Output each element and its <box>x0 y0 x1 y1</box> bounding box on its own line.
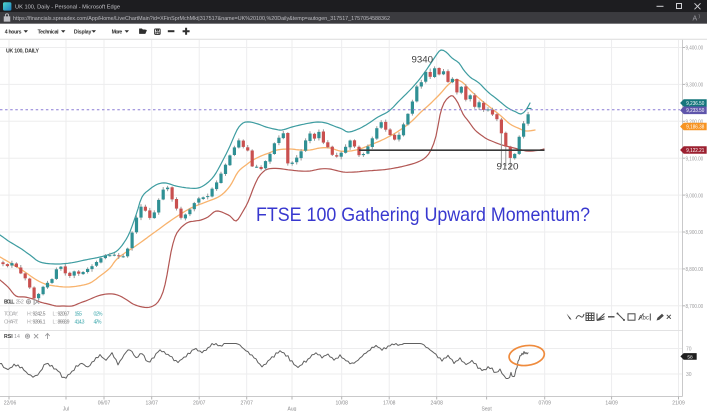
svg-text:UK 100, Daily - Personal - Mic: UK 100, Daily - Personal - Microsoft Edg… <box>15 5 120 11</box>
svg-text:): ) <box>699 14 701 19</box>
svg-text:24/08: 24/08 <box>430 400 443 406</box>
svg-text:9,122.21: 9,122.21 <box>686 148 704 154</box>
svg-text:FTSE 100 Gathering Upward Mome: FTSE 100 Gathering Upward Momentum? <box>256 204 590 226</box>
svg-text:4 hours: 4 hours <box>5 30 22 36</box>
svg-text:9,100.00: 9,100.00 <box>686 156 704 162</box>
svg-text:25·2: 25·2 <box>16 300 24 306</box>
svg-text:BOLL: BOLL <box>4 300 15 306</box>
svg-text:9,233.50: 9,233.50 <box>686 108 704 114</box>
svg-text:8,700.00: 8,700.00 <box>686 304 704 310</box>
svg-text:21/09: 21/09 <box>672 400 685 406</box>
svg-text:Jul: Jul <box>63 406 69 411</box>
svg-text:Technical: Technical <box>38 30 60 36</box>
svg-text:9120: 9120 <box>497 162 519 173</box>
svg-text:CHART:: CHART: <box>4 320 19 326</box>
svg-text:70: 70 <box>686 347 692 353</box>
svg-text:9,000.00: 9,000.00 <box>686 193 704 199</box>
svg-text:13/07: 13/07 <box>145 400 158 406</box>
svg-text:L:: L: <box>53 312 57 318</box>
svg-text:https://financials.spreadex.co: https://financials.spreadex.com/App/Home… <box>13 16 390 22</box>
svg-text:H:: H: <box>27 312 32 318</box>
svg-text:07/09: 07/09 <box>538 400 551 406</box>
svg-text:58: 58 <box>687 354 693 360</box>
svg-text:9242.5: 9242.5 <box>33 312 46 318</box>
svg-text:9,400.00: 9,400.00 <box>686 46 704 52</box>
svg-text:15.5: 15.5 <box>75 312 83 318</box>
svg-text:06/07: 06/07 <box>98 400 111 406</box>
svg-text:Abc: Abc <box>639 316 649 322</box>
svg-text:0.2%: 0.2% <box>94 312 103 318</box>
svg-text:9,236.50: 9,236.50 <box>686 101 704 107</box>
svg-text:14/09: 14/09 <box>605 400 618 406</box>
svg-text:9,186.38: 9,186.38 <box>686 124 704 130</box>
svg-text:TODAY:: TODAY: <box>4 312 18 318</box>
svg-text:9,300.00: 9,300.00 <box>686 83 704 89</box>
svg-text:Sept: Sept <box>481 406 492 411</box>
svg-text:A: A <box>693 16 698 23</box>
svg-text:Display: Display <box>74 30 92 36</box>
svg-text:L:: L: <box>53 320 57 326</box>
svg-text:414.3: 414.3 <box>75 320 85 326</box>
svg-text:9,200.00: 9,200.00 <box>686 120 704 126</box>
svg-text:UK 100, DAILY: UK 100, DAILY <box>6 48 40 54</box>
svg-text:17/08: 17/08 <box>383 400 396 406</box>
svg-text:RSI 14: RSI 14 <box>4 334 20 340</box>
svg-text:22/06: 22/06 <box>4 400 17 406</box>
svg-text:20/07: 20/07 <box>193 400 206 406</box>
svg-text:10/08: 10/08 <box>335 400 348 406</box>
svg-text:8,800.00: 8,800.00 <box>686 267 704 273</box>
svg-text:8,900.00: 8,900.00 <box>686 230 704 236</box>
svg-text:Aug: Aug <box>288 406 297 411</box>
svg-text:9396.1: 9396.1 <box>33 320 46 326</box>
svg-text:8668.9: 8668.9 <box>58 320 70 326</box>
svg-text:H:: H: <box>27 320 32 326</box>
svg-text:27/07: 27/07 <box>240 400 253 406</box>
svg-text:30: 30 <box>686 372 692 378</box>
svg-text:9340: 9340 <box>412 55 434 66</box>
svg-text:More: More <box>112 30 123 36</box>
svg-text:9209.7: 9209.7 <box>58 312 70 318</box>
svg-text:4.7%: 4.7% <box>94 320 102 326</box>
